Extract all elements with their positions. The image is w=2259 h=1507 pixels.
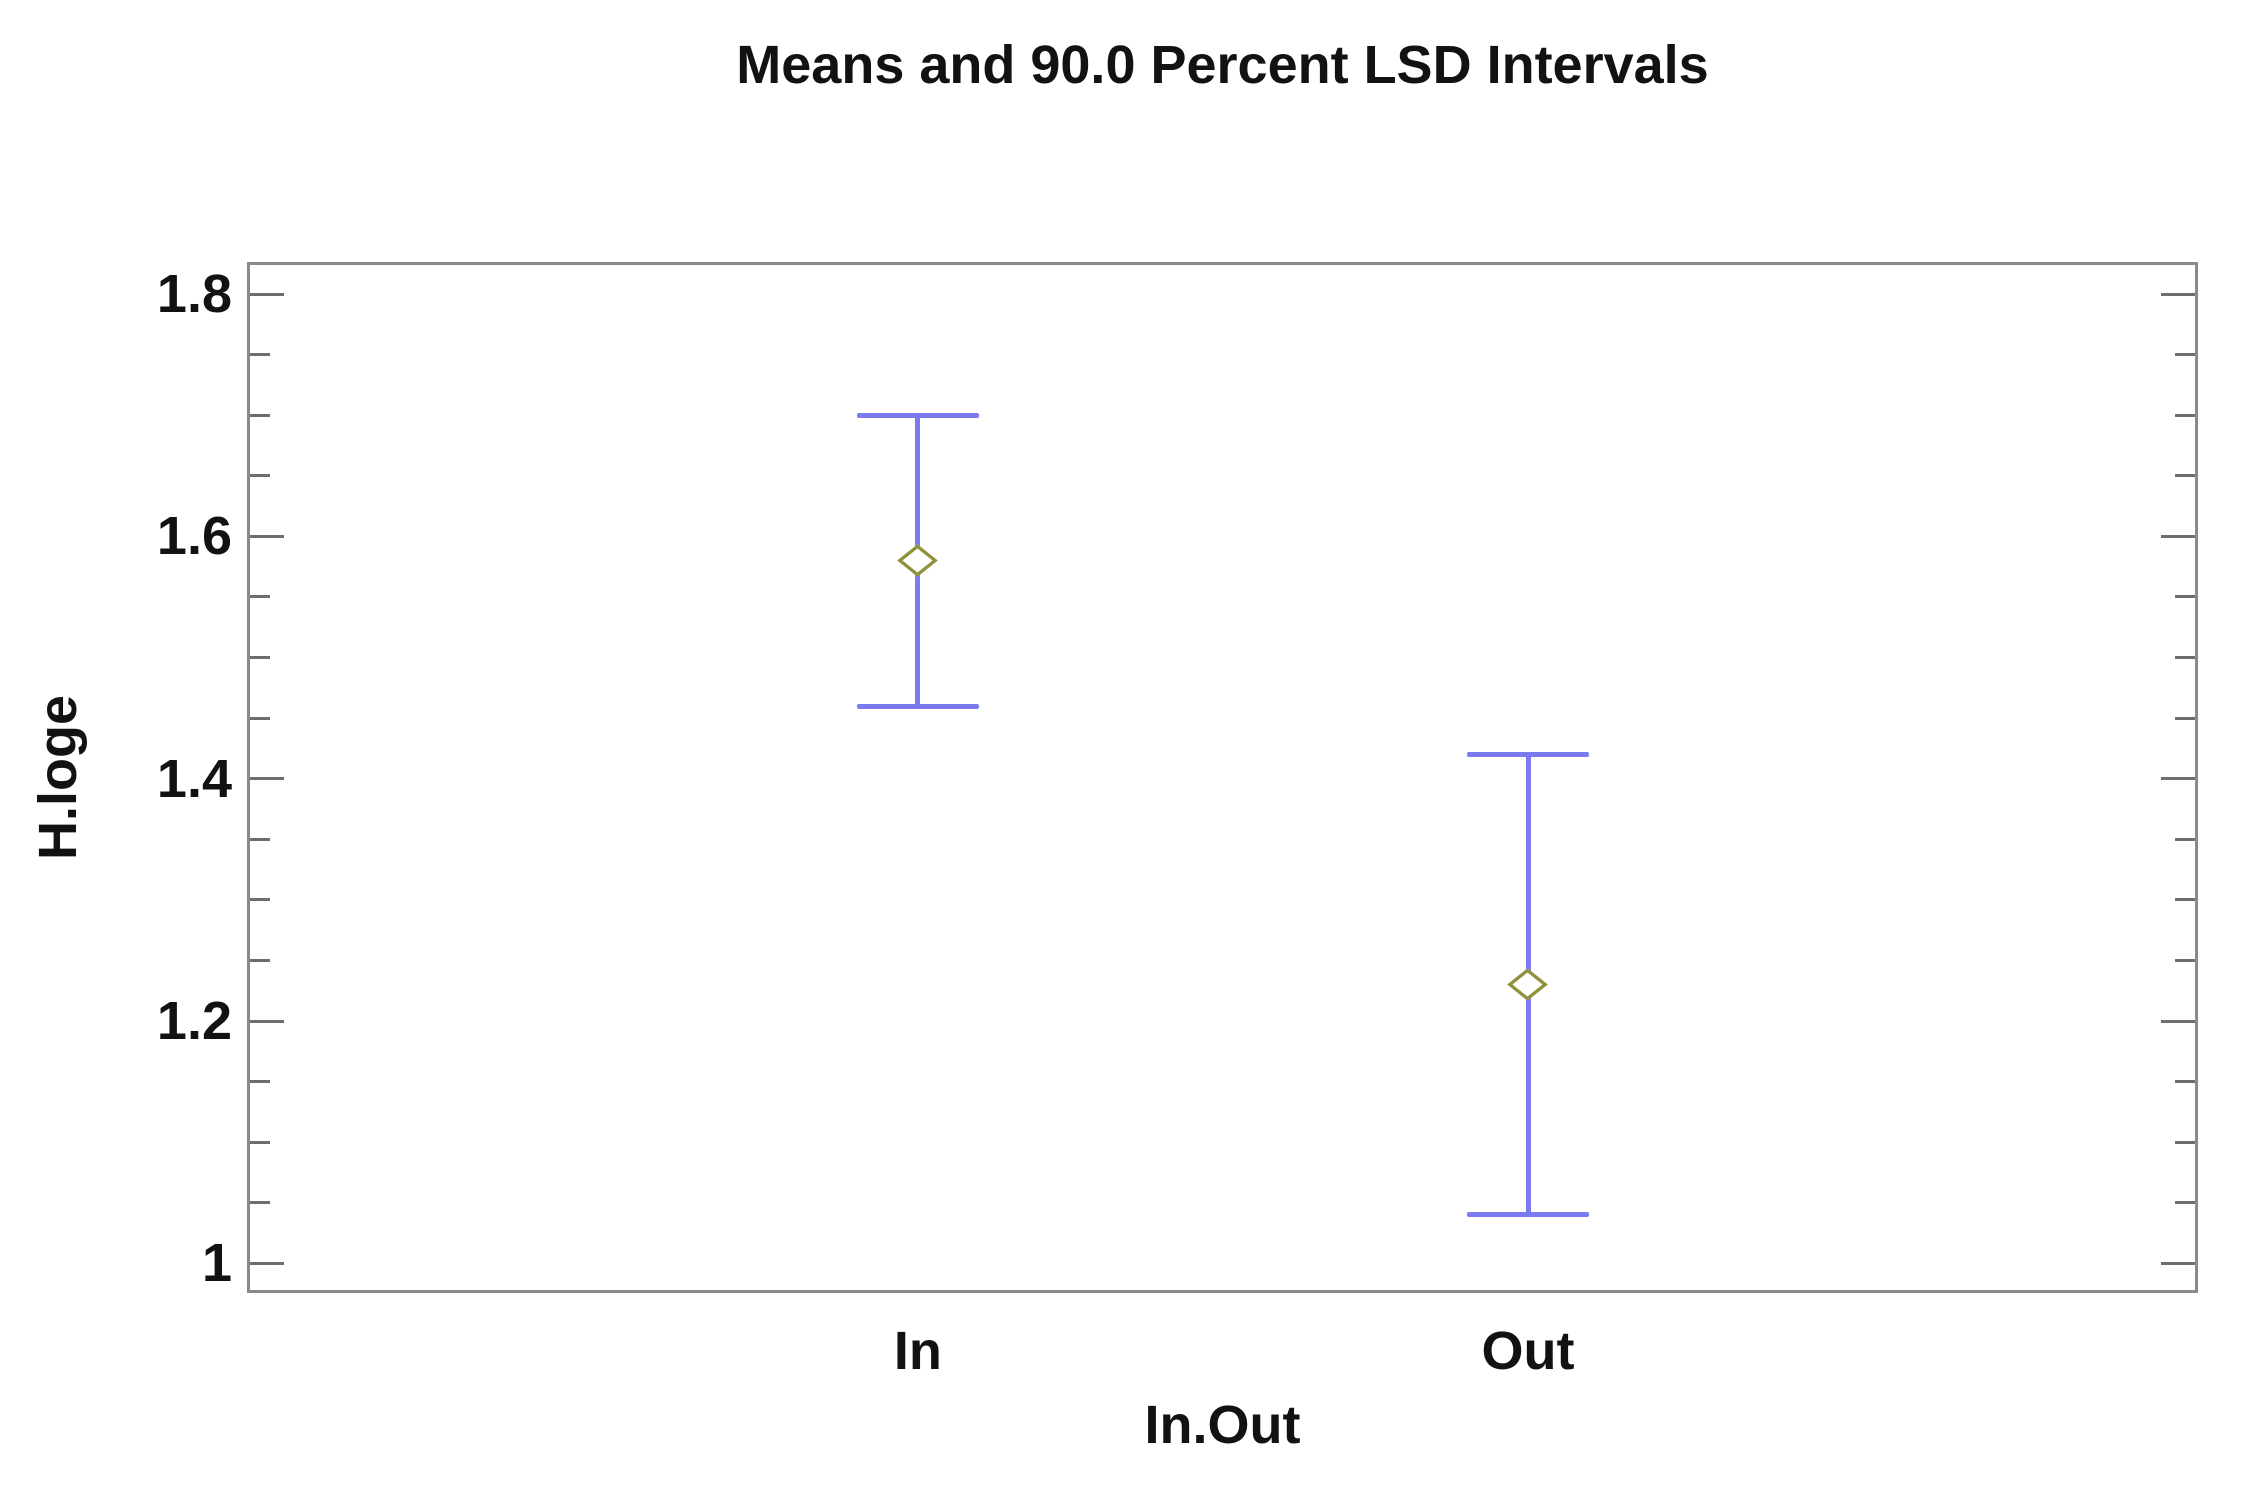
- y-tick-major: [250, 534, 284, 538]
- y-tick-minor: [2175, 898, 2195, 902]
- y-tick-minor: [250, 1201, 270, 1205]
- chart-title: Means and 90.0 Percent LSD Intervals: [736, 35, 1709, 95]
- y-tick-minor: [250, 353, 270, 357]
- y-tick-minor: [250, 716, 270, 720]
- error-bar-cap-top: [856, 412, 979, 418]
- y-tick-label: 1.6: [156, 506, 232, 567]
- y-tick-major: [2161, 1019, 2195, 1023]
- x-category-label: In: [893, 1321, 942, 1381]
- error-bar-cap-bottom: [1467, 1212, 1590, 1218]
- error-bar-cap-top: [1467, 751, 1590, 757]
- y-tick-minor: [2175, 716, 2195, 720]
- error-bar-cap-bottom: [856, 703, 979, 709]
- x-axis-title: In.Out: [1144, 1395, 1301, 1455]
- y-tick-minor: [250, 595, 270, 599]
- y-tick-minor: [2175, 1140, 2195, 1144]
- y-tick-minor: [2175, 413, 2195, 417]
- x-category-label: Out: [1481, 1321, 1575, 1381]
- y-tick-label: 1.4: [156, 748, 232, 809]
- y-tick-major: [250, 1261, 284, 1265]
- y-tick-major: [250, 777, 284, 781]
- y-tick-major: [2161, 777, 2195, 781]
- y-tick-minor: [250, 474, 270, 478]
- y-tick-minor: [250, 656, 270, 660]
- y-tick-minor: [250, 1140, 270, 1144]
- y-tick-minor: [2175, 1080, 2195, 1084]
- y-tick-label: 1.2: [156, 991, 232, 1052]
- y-tick-minor: [250, 413, 270, 417]
- y-tick-minor: [2175, 837, 2195, 841]
- y-tick-label: 1: [201, 1233, 232, 1294]
- y-tick-major: [2161, 292, 2195, 296]
- y-tick-minor: [250, 898, 270, 902]
- y-tick-minor: [2175, 1201, 2195, 1205]
- y-tick-major: [250, 1019, 284, 1023]
- y-tick-minor: [250, 837, 270, 841]
- y-tick-major: [2161, 534, 2195, 538]
- y-tick-minor: [2175, 474, 2195, 478]
- y-tick-major: [250, 292, 284, 296]
- y-tick-minor: [2175, 595, 2195, 599]
- y-tick-minor: [2175, 353, 2195, 357]
- y-tick-label: 1.8: [156, 264, 232, 325]
- mean-marker-diamond: [1507, 967, 1548, 1001]
- y-tick-minor: [250, 958, 270, 962]
- y-tick-minor: [2175, 656, 2195, 660]
- mean-marker-diamond: [897, 543, 938, 577]
- y-tick-minor: [2175, 958, 2195, 962]
- y-tick-major: [2161, 1261, 2195, 1265]
- y-tick-minor: [250, 1080, 270, 1084]
- plot-area: [247, 262, 2198, 1293]
